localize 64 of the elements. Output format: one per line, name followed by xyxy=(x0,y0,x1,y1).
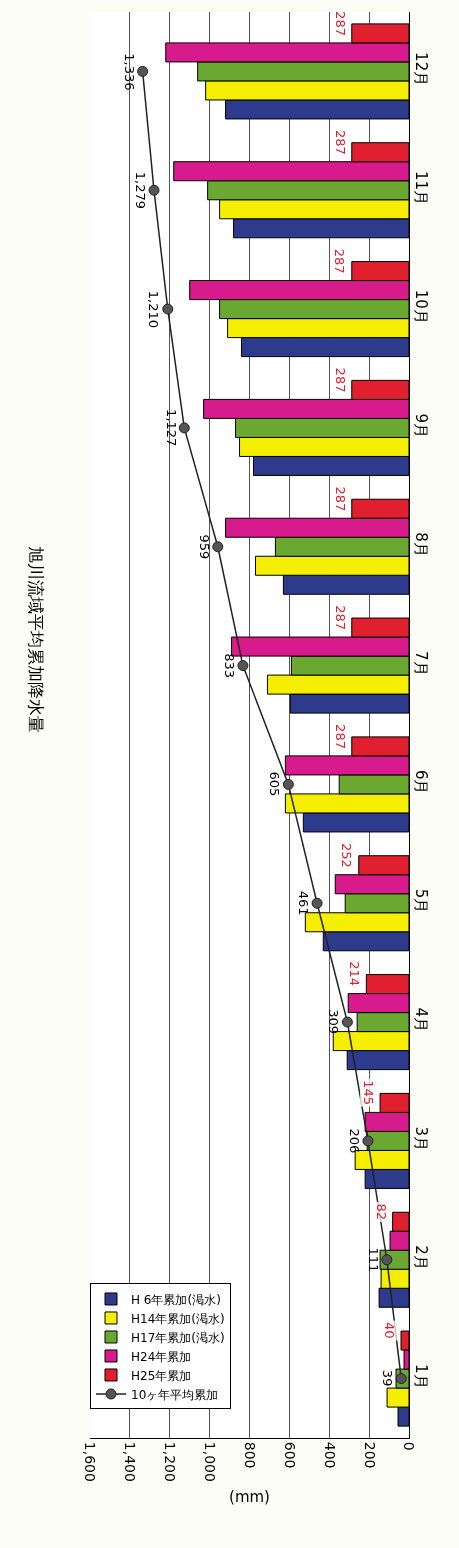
y-tick-label: 3月 xyxy=(412,1126,430,1151)
data-label: 1,210 xyxy=(146,290,162,329)
x-tick-label: 0 xyxy=(401,1441,418,1451)
data-label: 287 xyxy=(332,605,348,631)
point xyxy=(162,303,174,315)
x-tick-label: 800 xyxy=(241,1441,258,1469)
y-tick-label: 7月 xyxy=(412,651,430,676)
point xyxy=(237,660,249,672)
text: 旭川流域平均累加降水量 xyxy=(26,545,47,733)
data-label: 461 xyxy=(295,890,311,916)
y-tick-label: 6月 xyxy=(412,769,430,795)
data-label: 287 xyxy=(333,486,348,512)
y-tick-label: 5月 xyxy=(412,888,430,914)
data-label: 309 xyxy=(325,1009,341,1035)
point xyxy=(137,65,149,77)
data-label: 39 xyxy=(380,1369,396,1387)
point xyxy=(381,1254,393,1266)
x-tick-label: 400 xyxy=(321,1441,338,1469)
point xyxy=(362,1135,374,1147)
data-label: 1,279 xyxy=(132,171,148,209)
point xyxy=(341,1016,353,1028)
point xyxy=(148,184,160,196)
data-label: 287 xyxy=(332,11,348,36)
data-label: 1,127 xyxy=(163,409,179,447)
y-tick-label: 1月 xyxy=(412,1364,430,1389)
y-tick-label: 11月 xyxy=(412,170,430,206)
y-tick-label: 10月 xyxy=(412,289,430,324)
x-tick-label: 1,600 xyxy=(82,1441,99,1482)
x-axis-title: (mm) xyxy=(229,1487,270,1506)
x-tick-label: 600 xyxy=(281,1441,298,1469)
legend-label: H14年累加(渇水) xyxy=(131,1311,225,1326)
legend-label: 10ヶ年平均累加 xyxy=(131,1387,219,1402)
data-label: 206 xyxy=(347,1128,363,1154)
data-label: 1,336 xyxy=(121,53,137,91)
y-tick-label: 2月 xyxy=(412,1245,430,1270)
data-label: 145 xyxy=(361,1080,377,1106)
legend-label: H 6年累加(渇水) xyxy=(131,1292,221,1307)
legend-label: H25年累加 xyxy=(131,1368,192,1383)
y-tick-label: 12月 xyxy=(412,52,430,87)
point xyxy=(282,778,294,790)
x-tick-label: 200 xyxy=(361,1441,378,1469)
data-label: 214 xyxy=(346,961,362,987)
y-tick-label: 4月 xyxy=(412,1007,430,1033)
data-label: 605 xyxy=(267,771,283,797)
data-label: 82 xyxy=(373,1203,389,1221)
data-label: 959 xyxy=(197,534,213,560)
point xyxy=(212,541,224,553)
data-label: 287 xyxy=(332,129,348,155)
data-label: 252 xyxy=(339,842,355,868)
x-tick-label: 1,000 xyxy=(202,1441,219,1482)
point xyxy=(178,422,190,434)
x-tick-label: 1,400 xyxy=(122,1441,139,1482)
data-label: 287 xyxy=(333,367,349,393)
legend-label: H24年累加 xyxy=(131,1349,192,1364)
point xyxy=(311,897,323,909)
y-tick-label: 8月 xyxy=(412,532,430,557)
legend-label: H17年累加(渇水) xyxy=(131,1330,225,1345)
y-tick-label: 9月 xyxy=(412,413,430,438)
data-label: 111 xyxy=(366,1247,382,1273)
data-label: 287 xyxy=(332,724,348,749)
data-label: 287 xyxy=(332,248,348,274)
data-label: 833 xyxy=(222,653,237,678)
data-label: 40 xyxy=(382,1322,398,1339)
x-tick-label: 1,200 xyxy=(162,1441,179,1482)
